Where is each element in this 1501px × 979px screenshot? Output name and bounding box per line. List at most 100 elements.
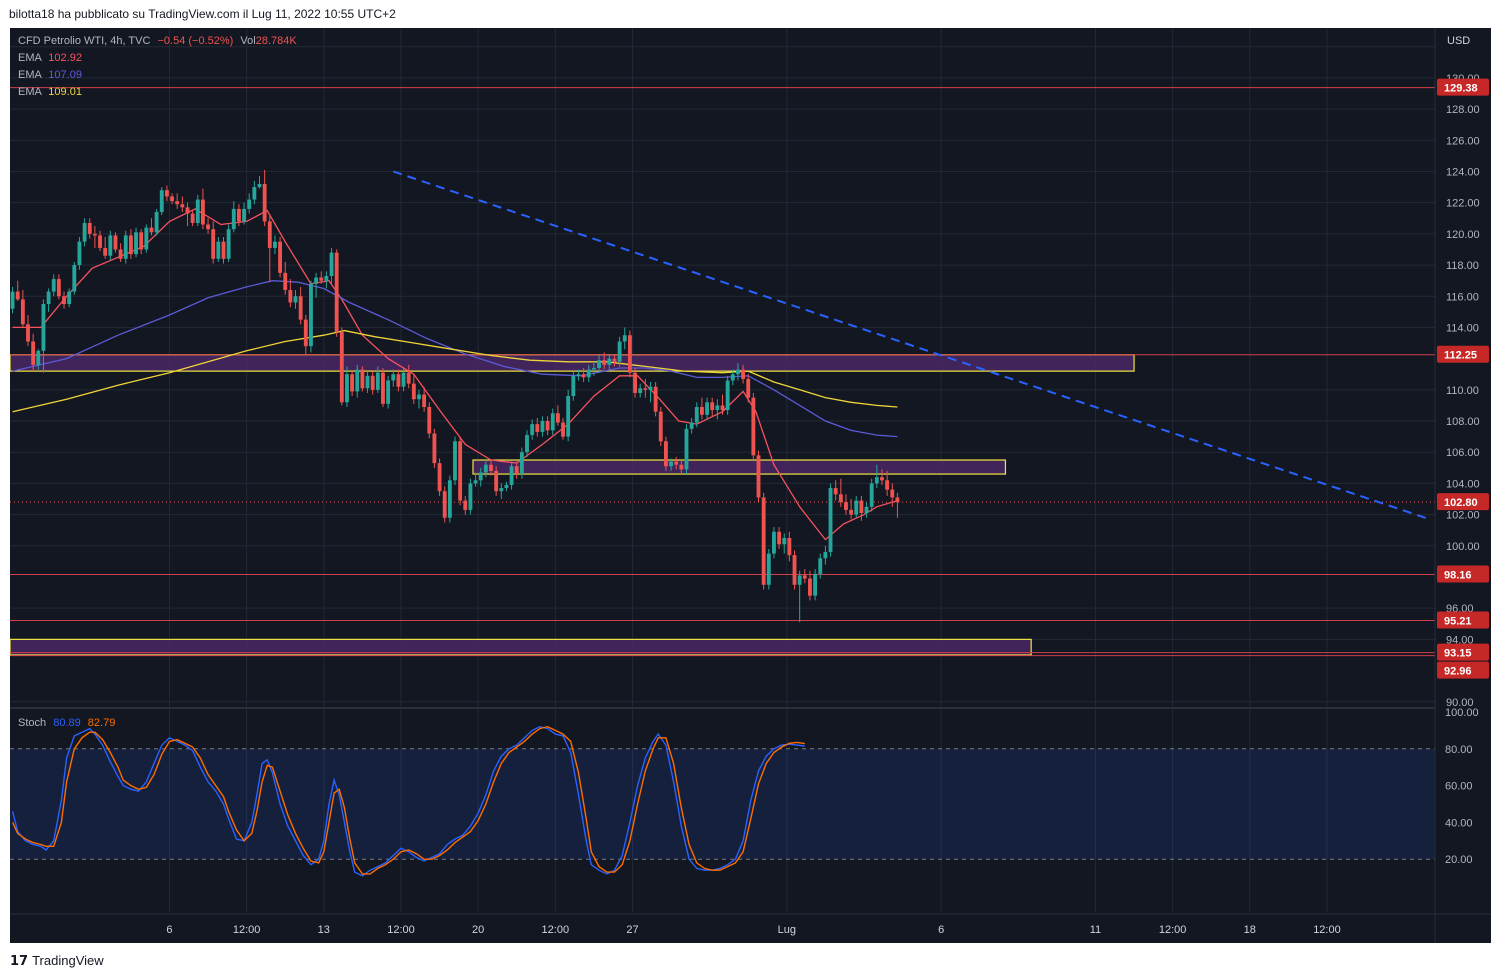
candle-body bbox=[648, 386, 653, 390]
price-tick-label: 106.00 bbox=[1446, 447, 1480, 459]
candle-body bbox=[818, 558, 823, 574]
candle-body bbox=[236, 208, 241, 222]
candle-body bbox=[339, 332, 344, 403]
price-tick-label: 116.00 bbox=[1446, 291, 1479, 303]
candle-body bbox=[772, 531, 776, 554]
price-tick-label: 118.00 bbox=[1446, 260, 1479, 272]
candle-body bbox=[164, 190, 169, 197]
ema-value: 102.92 bbox=[48, 52, 82, 64]
ema-legend-1[interactable]: EMA 102.92 bbox=[18, 52, 82, 64]
candle-body bbox=[345, 374, 349, 403]
candle-body bbox=[381, 372, 385, 404]
candle-body bbox=[139, 232, 144, 250]
candle-body bbox=[391, 374, 396, 381]
time-tick-label: 6 bbox=[166, 924, 172, 936]
candle-body bbox=[766, 553, 771, 585]
candle-body bbox=[777, 531, 782, 545]
candle-body bbox=[190, 213, 195, 223]
candle-body bbox=[823, 552, 828, 559]
price-label-box bbox=[1437, 611, 1489, 629]
candle-body bbox=[545, 421, 550, 431]
time-tick-label: Lug bbox=[778, 924, 796, 936]
candle-body bbox=[638, 388, 643, 393]
candle-body bbox=[298, 296, 303, 320]
currency-label: USD bbox=[1447, 35, 1470, 47]
candle-body bbox=[365, 375, 370, 389]
candle-body bbox=[761, 497, 766, 585]
candle-body bbox=[46, 291, 51, 305]
price-axis bbox=[1435, 28, 1491, 943]
price-tick-label: 122.00 bbox=[1446, 198, 1480, 210]
candle-body bbox=[231, 208, 236, 230]
candle-body bbox=[674, 461, 679, 465]
candle-body bbox=[118, 249, 123, 259]
price-tick-label: 110.00 bbox=[1446, 385, 1479, 397]
candle-body bbox=[200, 199, 205, 225]
candle-body bbox=[643, 388, 648, 390]
candle-body bbox=[309, 283, 313, 347]
candle-body bbox=[170, 196, 174, 202]
candle-body bbox=[211, 229, 216, 259]
candle-body bbox=[802, 575, 807, 579]
candle-body bbox=[319, 277, 324, 281]
candle-body bbox=[854, 500, 859, 515]
candle-body bbox=[838, 494, 843, 503]
candle-body bbox=[715, 405, 720, 411]
candle-body bbox=[478, 472, 483, 481]
chart-canvas[interactable]: USD90.0094.0096.00100.00102.00104.00106.… bbox=[10, 28, 1491, 943]
candle-body bbox=[540, 421, 545, 432]
stoch-tick-label: 60.00 bbox=[1445, 781, 1473, 793]
time-tick-label: 27 bbox=[626, 924, 638, 936]
candle-body bbox=[895, 497, 900, 503]
candle-body bbox=[72, 265, 77, 292]
candle-body bbox=[591, 368, 596, 370]
price-label-text: 102.80 bbox=[1444, 497, 1478, 509]
candle-body bbox=[792, 555, 797, 585]
dashed-trendline bbox=[392, 170, 1431, 521]
ema-legend-2[interactable]: EMA 107.09 bbox=[18, 69, 82, 81]
candle-body bbox=[561, 422, 565, 437]
price-tick-label: 114.00 bbox=[1446, 322, 1479, 334]
candle-body bbox=[283, 272, 288, 291]
candle-body bbox=[396, 374, 401, 387]
candle-body bbox=[334, 252, 339, 333]
candle-body bbox=[411, 383, 416, 400]
candle-body bbox=[350, 374, 355, 392]
candle-body bbox=[36, 350, 41, 365]
candle-body bbox=[797, 575, 802, 585]
candle-body bbox=[329, 252, 334, 276]
candle-body bbox=[736, 369, 740, 375]
candle-body bbox=[756, 455, 761, 498]
candle-body bbox=[494, 470, 499, 492]
candle-body bbox=[627, 335, 632, 373]
price-label-box bbox=[1437, 661, 1489, 679]
price-tick-label: 128.00 bbox=[1446, 104, 1480, 116]
candle-body bbox=[473, 480, 478, 484]
ema-line-3 bbox=[12, 329, 898, 413]
price-label-box bbox=[1437, 345, 1489, 363]
candle-body bbox=[56, 279, 61, 297]
candle-body bbox=[375, 372, 380, 390]
candle-body bbox=[741, 369, 746, 379]
candle-body bbox=[360, 369, 365, 389]
candle-body bbox=[653, 386, 658, 412]
candle-body bbox=[437, 463, 442, 492]
stoch-d-value: 82.79 bbox=[87, 717, 116, 729]
candle-body bbox=[180, 204, 185, 208]
candle-body bbox=[519, 452, 524, 475]
ema-legend-3[interactable]: EMA 109.01 bbox=[18, 86, 82, 98]
candle-body bbox=[566, 396, 571, 437]
tradingview-logo[interactable]: 17 TradingView bbox=[10, 953, 104, 969]
candle-body bbox=[41, 304, 46, 351]
candle-body bbox=[401, 372, 406, 387]
candle-body bbox=[710, 402, 715, 411]
candle-body bbox=[699, 406, 704, 415]
candle-body bbox=[828, 488, 833, 553]
stoch-legend[interactable]: Stoch 80.89 82.79 bbox=[18, 717, 115, 729]
ema-label: EMA bbox=[18, 69, 42, 81]
candle-body bbox=[303, 319, 308, 347]
price-label-text: 129.38 bbox=[1444, 83, 1478, 95]
candle-body bbox=[555, 413, 560, 423]
candle-body bbox=[221, 241, 226, 259]
candle-body bbox=[273, 241, 277, 248]
